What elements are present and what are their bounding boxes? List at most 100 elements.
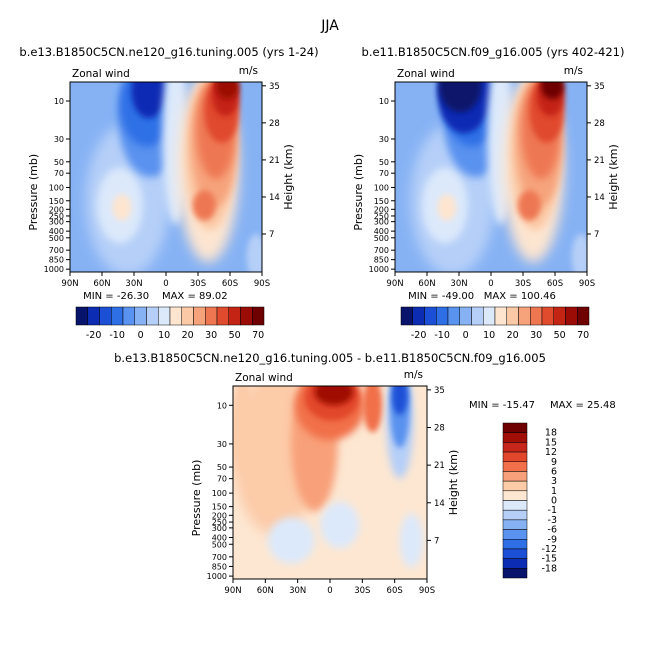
x-tick-label: 90S [579, 279, 595, 289]
x-tick-label: 90N [61, 279, 78, 289]
y-tick-label: 70 [217, 475, 227, 484]
colorbar-swatch [502, 432, 528, 443]
y2-tick-label: 35 [594, 82, 605, 92]
colorbar-swatch [541, 306, 554, 326]
y-tick-label: 50 [379, 158, 389, 167]
colorbar-swatch [158, 306, 171, 326]
y-tick-label: 200 [374, 205, 389, 214]
y-tick-label: 700 [212, 553, 227, 562]
colorbar-label: 10 [483, 330, 495, 341]
colorbar-swatch [134, 306, 147, 326]
field-blob [131, 82, 166, 119]
field-blob [215, 82, 239, 100]
variable-label: Zonal wind [235, 372, 293, 384]
y2-tick-label: 7 [269, 230, 274, 240]
y-tick-label: 850 [49, 256, 64, 265]
y-tick-label: 30 [54, 135, 64, 144]
colorbar-swatch [400, 306, 413, 326]
field-blob [314, 386, 354, 406]
field-blob [320, 501, 360, 549]
colorbar-swatch [412, 306, 425, 326]
y2-tick-label: 35 [434, 386, 445, 396]
y-tick-label: 150 [212, 503, 227, 512]
y-tick-label: 50 [217, 463, 227, 472]
colorbar-swatch [436, 306, 449, 326]
field-blob [267, 517, 315, 564]
y-tick-label: 700 [374, 246, 389, 255]
y-tick-label: 150 [49, 197, 64, 206]
colorbar-label: 20 [182, 330, 194, 341]
colorbar-label: -1 [548, 505, 557, 516]
y2-tick-label: 28 [434, 423, 445, 433]
colorbar-label: -3 [548, 515, 557, 526]
field-blob [362, 386, 383, 433]
x-tick-label: 30S [190, 279, 206, 289]
y2-axis-title: Height (km) [282, 144, 295, 210]
min-label: MIN = -15.47 [469, 400, 535, 411]
field-blob [392, 386, 408, 415]
colorbar-swatch [75, 306, 88, 326]
y-tick-label: 100 [212, 489, 227, 498]
field-blob [192, 190, 216, 221]
max-label: MAX = 100.46 [484, 291, 556, 302]
field-blob [439, 82, 482, 113]
plot-area [395, 82, 587, 272]
colorbar-label: -10 [434, 330, 450, 341]
y-tick-label: 250 [49, 212, 64, 221]
colorbar-swatch [471, 306, 484, 326]
colorbar-swatch [169, 306, 182, 326]
y-tick-label: 30 [217, 440, 227, 449]
colorbar-label: -20 [86, 330, 102, 341]
colorbar-label: 50 [554, 330, 566, 341]
x-tick-label: 30N [125, 279, 142, 289]
colorbar-label: 0 [463, 330, 469, 341]
x-tick-label: 30N [289, 586, 306, 596]
colorbar-swatch [553, 306, 566, 326]
x-tick-label: 60N [418, 279, 435, 289]
y-tick-label: 300 [212, 524, 227, 533]
y-tick-label: 500 [374, 234, 389, 243]
colorbar: -20 -10 0 10 20 30 50 70 [75, 306, 265, 341]
panel-title: b.e11.B1850C5CN.f09_g16.005 (yrs 402-421… [362, 45, 625, 59]
y-tick-label: 300 [49, 218, 64, 227]
y-tick-label: 100 [374, 183, 389, 192]
y-tick-label: 150 [374, 197, 389, 206]
x-tick-label: 60S [387, 586, 403, 596]
colorbar-label: 12 [545, 447, 557, 458]
field-blob [571, 234, 587, 272]
y2-axis-title: Height (km) [447, 450, 460, 516]
colorbar-swatch [216, 306, 229, 326]
y2-tick-label: 21 [434, 461, 445, 471]
y-tick-label: 250 [212, 518, 227, 527]
colorbar-swatch [252, 306, 265, 326]
x-tick-label: 60N [93, 279, 110, 289]
y-tick-label: 850 [374, 256, 389, 265]
x-tick-label: 0 [327, 586, 332, 596]
y-tick-label: 850 [212, 562, 227, 571]
colorbar-swatch [111, 306, 124, 326]
colorbar-label: 1 [551, 486, 557, 497]
y2-tick-label: 7 [594, 230, 599, 240]
colorbar-label: 20 [507, 330, 519, 341]
x-tick-label: 60S [222, 279, 238, 289]
colorbar-swatch [502, 480, 528, 492]
colorbar-label: -20 [411, 330, 427, 341]
colorbar-swatch [530, 306, 543, 326]
y-tick-label: 700 [49, 246, 64, 255]
colorbar: -20 -10 0 10 20 30 50 70 [400, 306, 590, 341]
colorbar-label: 50 [229, 330, 241, 341]
colorbar-label: 30 [205, 330, 217, 341]
field-blob [233, 386, 255, 473]
y2-tick-label: 21 [269, 156, 280, 166]
colorbar-swatch [577, 306, 590, 326]
y-tick-label: 30 [379, 135, 389, 144]
colorbar-label: -12 [541, 544, 557, 555]
y2-axis-title: Height (km) [607, 144, 620, 210]
plot-area [233, 386, 427, 579]
colorbar-swatch [502, 500, 528, 511]
units-label: m/s [564, 65, 583, 77]
colorbar-label: 6 [551, 466, 557, 477]
y-tick-label: 250 [374, 212, 389, 221]
colorbar-label: -15 [541, 554, 557, 565]
y-axis-title: Pressure (mb) [27, 154, 40, 231]
